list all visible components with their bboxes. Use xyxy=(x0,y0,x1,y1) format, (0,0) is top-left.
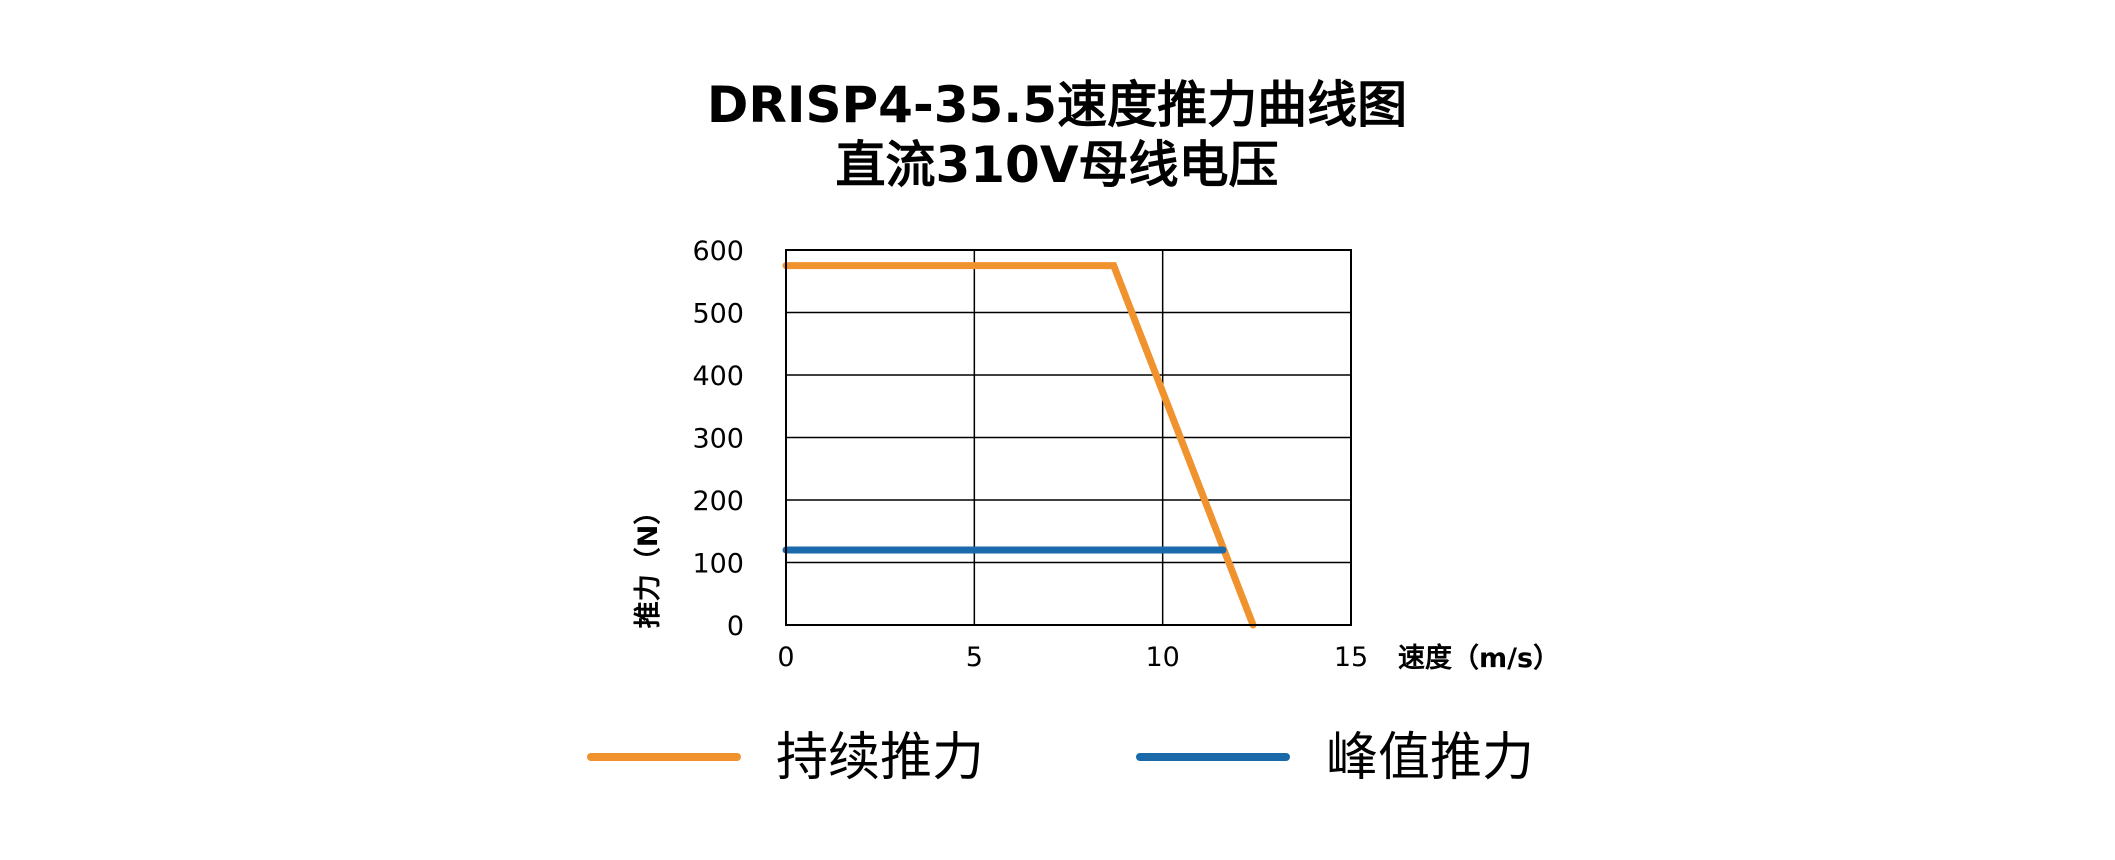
chart-title: DRISP4-35.5速度推力曲线图 xyxy=(707,76,1407,134)
x-axis-title: 速度（m/s） xyxy=(1398,642,1560,674)
chart-subtitle: 直流310V母线电压 xyxy=(835,136,1278,194)
plot-frame xyxy=(785,249,1352,626)
x-tick-label: 15 xyxy=(1334,642,1368,673)
x-tick-label: 10 xyxy=(1145,642,1179,673)
y-tick-label: 100 xyxy=(692,549,744,580)
x-tick-label: 5 xyxy=(966,642,983,673)
y-tick-label: 400 xyxy=(692,361,744,392)
y-tick-label: 0 xyxy=(727,611,744,642)
legend: 持续推力 峰值推力 xyxy=(587,728,1534,788)
y-tick-label: 300 xyxy=(692,424,744,455)
x-tick-label: 0 xyxy=(777,642,794,673)
y-tick-label: 600 xyxy=(692,236,744,267)
grid-lines xyxy=(786,250,1351,625)
y-tick-labels: 0 100 200 300 400 500 600 xyxy=(692,236,744,642)
series-lines xyxy=(782,262,1257,629)
legend-label: 峰值推力 xyxy=(1326,728,1534,788)
y-tick-label: 500 xyxy=(692,299,744,330)
series-line-1 xyxy=(782,262,1257,629)
y-tick-label: 200 xyxy=(692,486,744,517)
legend-label: 持续推力 xyxy=(776,728,984,788)
x-tick-labels: 0 5 10 15 xyxy=(777,642,1368,673)
y-axis-title: 推力（N） xyxy=(633,498,664,629)
